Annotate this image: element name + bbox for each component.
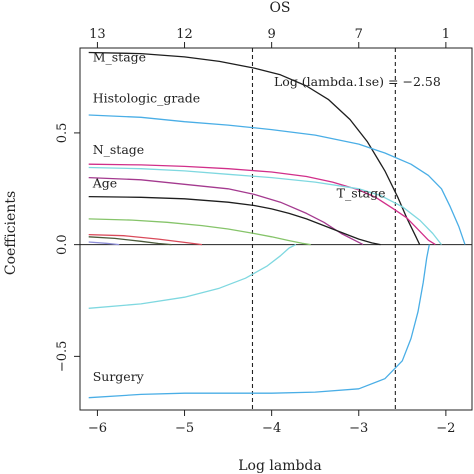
series-line-unlabeled-10 [88, 241, 120, 246]
series-label-age: Age [92, 176, 117, 191]
series-line-unlabeled-5 [88, 176, 364, 246]
series-line-age [88, 195, 381, 246]
reference-lines [251, 48, 396, 410]
lambda-annotation: Log (lambda.1se) = −2.58 [274, 74, 441, 89]
series-line-m-stage [88, 51, 421, 245]
series-label-t-stage: T_stage [337, 186, 386, 201]
series-line-surgery [88, 244, 430, 399]
x-tick-label: −4 [262, 421, 281, 436]
top-tick-label: 9 [268, 27, 276, 42]
series-line-unlabeled-4 [88, 166, 443, 246]
y-tick-label: −0.5 [55, 341, 70, 373]
series-label-m-stage: M_stage [93, 49, 146, 64]
series-labels: M_stage Histologic_grade N_stage Age T_stage… [92, 49, 386, 384]
series-lines [88, 51, 466, 399]
x-axis-title: Log lambda [238, 458, 322, 474]
series-label-histologic-grade: Histologic_grade [93, 91, 200, 106]
top-tick-label: 13 [89, 27, 106, 42]
y-axis-title: Coefficients [3, 191, 19, 275]
top-tick-label: 1 [442, 27, 450, 42]
top-axis-title: OS [269, 0, 290, 16]
x-tick-label: −2 [436, 421, 455, 436]
series-line-unlabeled-9 [88, 236, 172, 246]
x-axis: −6 −5 −4 −3 −2 [88, 409, 455, 436]
series-line-n-stage [88, 163, 436, 246]
x-tick-label: −6 [88, 421, 107, 436]
series-line-histologic-grade [88, 114, 466, 245]
y-tick-label: 0.5 [55, 123, 70, 144]
series-line-unlabeled-7 [88, 218, 311, 246]
x-tick-label: −3 [349, 421, 368, 436]
top-tick-label: 12 [176, 27, 193, 42]
top-tick-label: 7 [355, 27, 363, 42]
y-tick-label: 0.0 [55, 234, 70, 255]
top-axis: 13 12 9 7 1 [89, 27, 450, 48]
series-line-unlabeled-8 [88, 233, 203, 246]
y-axis: −0.5 0.0 0.5 [55, 123, 80, 373]
series-line-t-stage [88, 244, 297, 309]
series-label-n-stage: N_stage [93, 142, 144, 157]
x-tick-label: −5 [175, 421, 194, 436]
series-label-surgery: Surgery [93, 369, 145, 384]
